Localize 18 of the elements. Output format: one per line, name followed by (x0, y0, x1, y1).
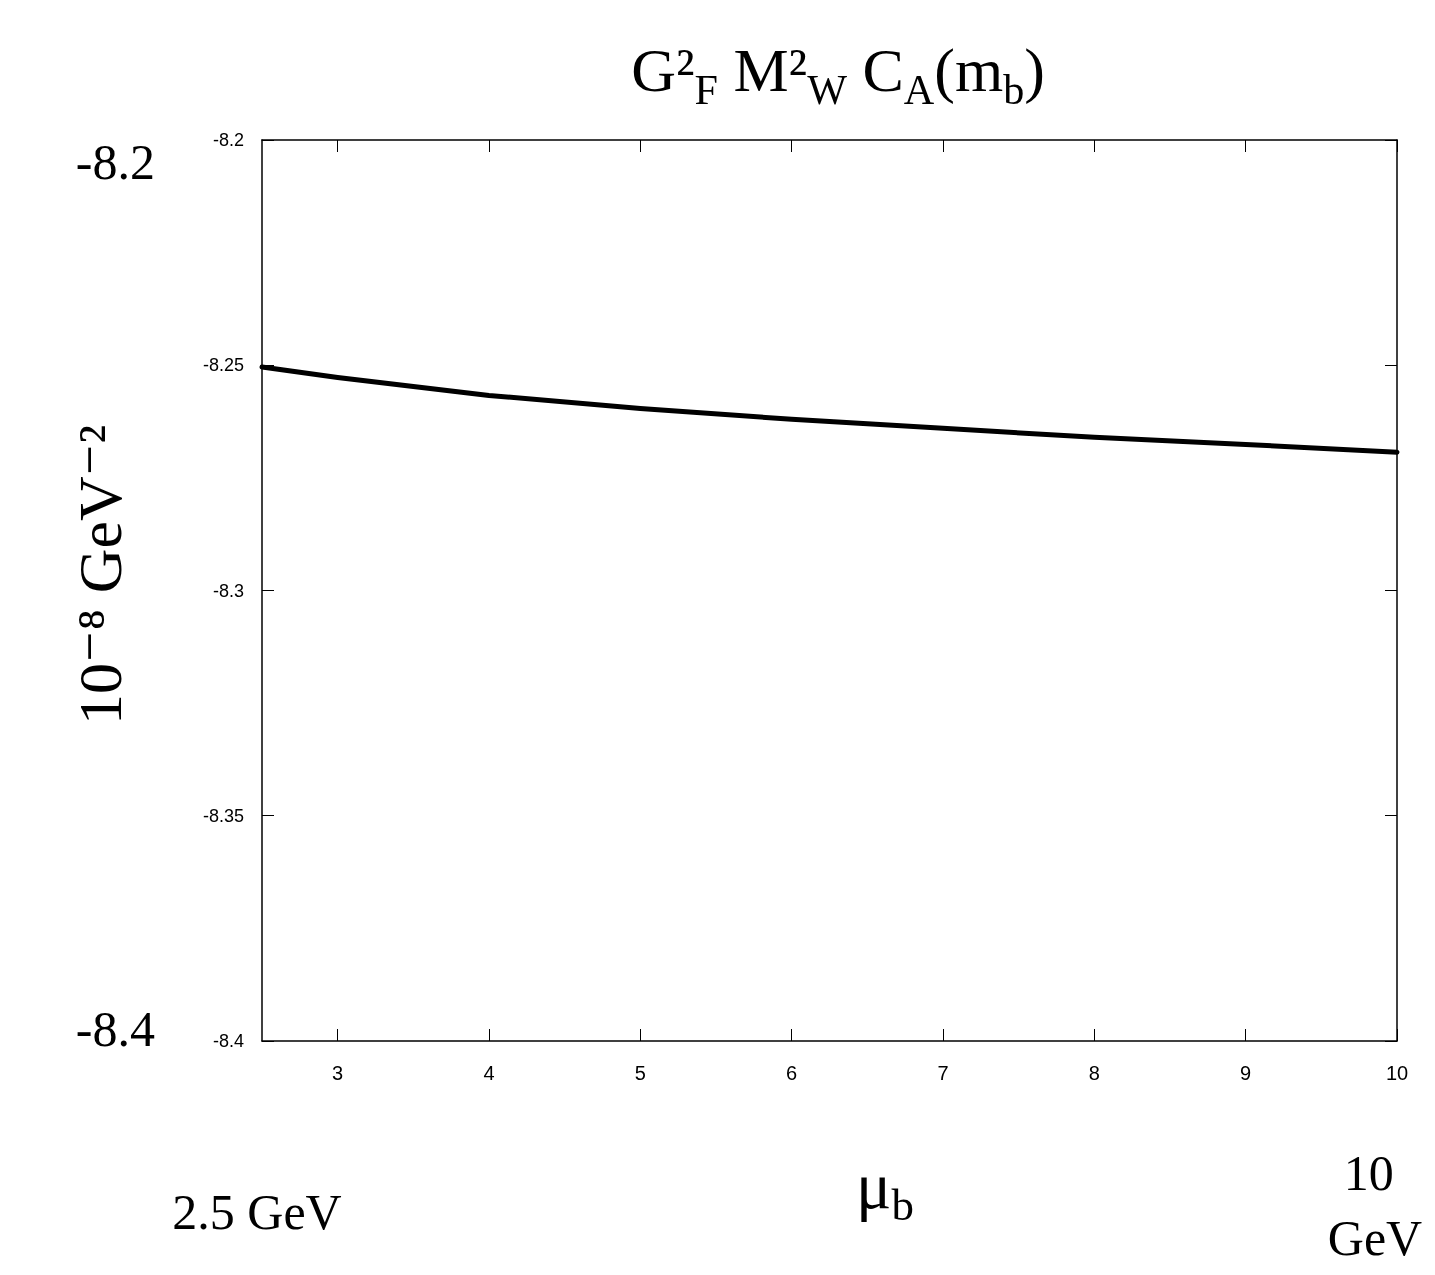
x-tick-label: 6 (786, 1062, 798, 1084)
y-tick-label: -8.2 (212, 130, 244, 150)
x-tick-label: 5 (634, 1062, 646, 1084)
text: 2.5 GeV (172, 1184, 342, 1240)
y-axis-title: 10⁻⁸ GeV⁻² (66, 424, 134, 726)
x-tick-label: 8 (1088, 1062, 1100, 1084)
x-tick-label: 7 (937, 1062, 949, 1084)
x-tick-label: 10 (1385, 1062, 1409, 1084)
text: 10 GeV (1327, 1144, 1423, 1266)
y-tick-label: -8.35 (202, 805, 244, 826)
x-tick-label: 4 (483, 1062, 495, 1084)
text: -8.2 (75, 134, 155, 190)
y-tick-label: -8.25 (202, 355, 244, 376)
y-tick-label: -8.3 (212, 580, 244, 601)
x-tick-label: 3 (332, 1062, 344, 1084)
text: -8.4 (75, 1001, 155, 1057)
x-tick-label: 9 (1240, 1062, 1252, 1084)
y-tick-label: -8.4 (212, 1031, 244, 1051)
